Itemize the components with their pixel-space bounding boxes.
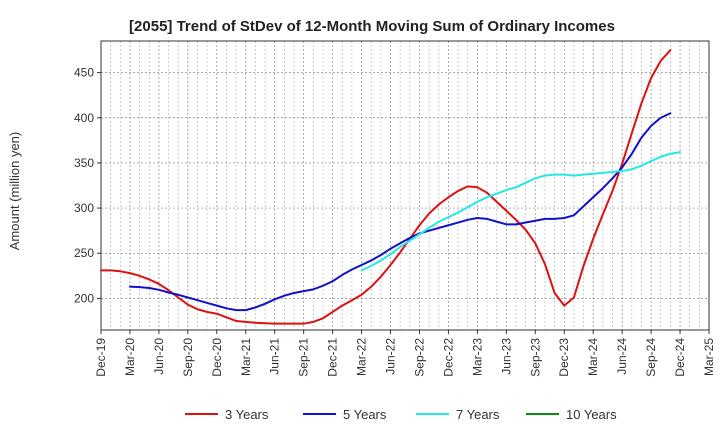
grid [101, 41, 709, 330]
y-axis-label: Amount (million yen) [7, 132, 22, 251]
legend-label: 10 Years [566, 407, 617, 422]
x-tick-label: Dec-22 [441, 338, 455, 377]
x-tick-label: Mar-21 [239, 338, 253, 376]
legend-label: 7 Years [456, 407, 500, 422]
x-tick-label: Jun-23 [499, 338, 513, 375]
y-axis-ticks: 200 250 300 350 400 450 [74, 66, 101, 305]
x-tick-label: Dec-19 [94, 338, 108, 377]
x-tick-label: Sep-21 [297, 338, 311, 377]
series-line-5-years [128, 112, 672, 312]
y-tick-label: 450 [74, 66, 94, 80]
x-axis-ticks: Dec-19 Mar-20 Jun-20 Sep-20 Dec-20 Mar-21 Jun-… [94, 330, 716, 377]
x-tick-label: Jun-20 [152, 338, 166, 375]
y-tick-label: 200 [74, 291, 94, 305]
legend-label: 3 Years [225, 407, 269, 422]
legend-label: 5 Years [343, 407, 387, 422]
x-tick-label: Sep-24 [644, 338, 658, 377]
x-tick-label: Jun-22 [384, 338, 398, 375]
x-tick-label: Mar-23 [470, 338, 484, 376]
x-tick-label: Mar-25 [702, 338, 716, 376]
y-tick-label: 400 [74, 111, 94, 125]
x-tick-label: Mar-24 [586, 338, 600, 376]
x-tick-label: Dec-24 [673, 338, 687, 377]
plot-area [100, 40, 710, 331]
series-line-3-years [100, 49, 672, 325]
y-tick-label: 300 [74, 201, 94, 215]
legend: 3 Years 5 Years 7 Years 10 Years [185, 407, 617, 422]
x-tick-label: Mar-22 [355, 338, 369, 376]
x-tick-label: Dec-23 [557, 338, 571, 377]
x-tick-label: Jun-24 [615, 338, 629, 375]
y-tick-label: 350 [74, 156, 94, 170]
series-lines [100, 49, 682, 325]
x-tick-label: Sep-22 [412, 338, 426, 377]
x-tick-label: Dec-21 [326, 338, 340, 377]
x-tick-label: Dec-20 [210, 338, 224, 377]
x-tick-label: Jun-21 [268, 338, 282, 375]
x-tick-label: Sep-23 [528, 338, 542, 377]
chart-title: [2055] Trend of StDev of 12-Month Moving… [129, 18, 615, 35]
y-tick-label: 250 [74, 246, 94, 260]
x-tick-label: Sep-20 [181, 338, 195, 377]
x-tick-label: Mar-20 [123, 338, 137, 376]
series-line-7-years [360, 151, 682, 272]
